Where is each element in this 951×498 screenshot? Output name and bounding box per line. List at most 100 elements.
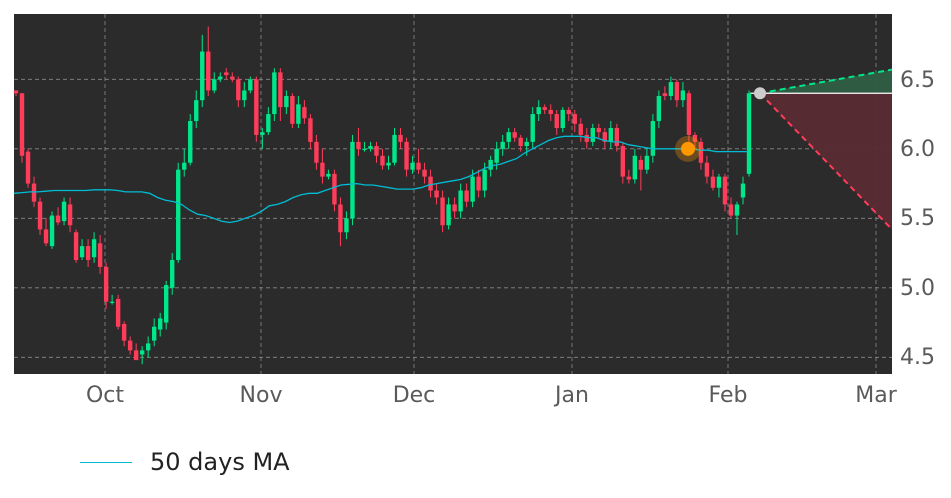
x-tick-label: Nov: [240, 383, 283, 408]
candle-body: [164, 285, 169, 323]
price-projection: [750, 68, 893, 231]
candle-body: [692, 134, 698, 142]
candle-body: [350, 141, 355, 219]
y-tick-label: 4.5: [900, 345, 935, 370]
candle-body: [524, 141, 529, 147]
candle-body: [632, 155, 638, 180]
ma-line: [13, 135, 748, 224]
chart-legend: 50 days MA: [80, 448, 290, 476]
candle-body: [464, 190, 469, 202]
x-tick-label: Mar: [855, 383, 897, 408]
y-axis-ticks: 4.5 5.0 5.5 6.0 6.5: [900, 68, 935, 370]
candle-body: [49, 215, 55, 247]
candle-body: [284, 96, 289, 108]
last-price-dot: [754, 87, 766, 100]
candle-body: [704, 162, 710, 177]
candle-body: [398, 134, 403, 142]
candle-body: [716, 176, 722, 188]
candle-body: [212, 79, 217, 91]
candle-body: [620, 146, 626, 177]
candle-body: [578, 123, 583, 135]
candle-body: [488, 159, 493, 170]
x-axis-ticks: Oct Nov Dec Jan Feb Mar: [86, 383, 898, 408]
candle-body: [680, 90, 686, 101]
candle-body: [668, 82, 674, 97]
candle-body: [308, 118, 313, 142]
candle-body: [506, 132, 511, 142]
candle-body: [404, 141, 409, 170]
candle-body: [602, 132, 608, 142]
candle-body: [85, 246, 91, 261]
candle-body: [584, 134, 589, 142]
candle-body: [332, 173, 337, 205]
candle-body: [656, 96, 662, 122]
candle-body: [145, 343, 151, 351]
candle-body: [194, 100, 199, 122]
candle-body: [19, 93, 25, 156]
candle-body: [224, 72, 229, 76]
candle-body: [494, 148, 499, 163]
candle-body: [176, 169, 181, 261]
candle-body: [614, 127, 620, 147]
candle-body: [248, 79, 253, 91]
candle-body: [362, 148, 367, 151]
candle-body: [43, 229, 49, 244]
candle-body: [13, 90, 19, 94]
candle-body: [127, 340, 133, 351]
candle-body: [476, 176, 481, 191]
candle-body: [278, 72, 283, 108]
projection-up-line: [759, 68, 893, 95]
candle-body: [428, 176, 433, 191]
candle-body: [73, 232, 79, 261]
candle-body: [458, 190, 463, 212]
candle-body: [596, 127, 601, 133]
candle-body: [151, 326, 157, 341]
candle-body: [686, 93, 692, 135]
candle-body: [626, 176, 632, 180]
candle-body: [650, 121, 656, 156]
legend-ma-swatch: [80, 461, 132, 463]
candle-body: [722, 176, 728, 205]
candle-body: [518, 137, 523, 147]
price-chart: Oct Nov Dec Jan Feb Mar 4.5 5.0 5.5 6.0 …: [13, 14, 935, 408]
candle-body: [242, 90, 247, 101]
candle-body: [434, 190, 439, 198]
candle-body: [416, 162, 421, 170]
candle-body: [97, 243, 103, 267]
candle-body: [698, 141, 704, 163]
candle-body: [296, 104, 301, 124]
candle-body: [560, 109, 565, 128]
candle-body: [710, 176, 716, 188]
candle-body: [644, 155, 650, 170]
x-tick-label: Oct: [86, 383, 124, 408]
x-tick-label: Jan: [553, 383, 589, 408]
candle-body: [326, 173, 331, 177]
candle-body: [302, 107, 307, 119]
candle-body: [121, 323, 127, 341]
signal-marker: [681, 141, 695, 156]
candle-body: [272, 72, 277, 115]
candle-body: [740, 183, 746, 198]
candlesticks: [13, 26, 752, 365]
candle-body: [109, 301, 115, 303]
projection-down-line: [759, 92, 893, 231]
y-tick-label: 6.5: [900, 68, 935, 93]
candle-body: [674, 82, 680, 101]
candle-body: [452, 204, 457, 212]
candle-body: [170, 260, 175, 288]
markers: [675, 87, 766, 162]
candle-body: [182, 162, 187, 170]
candle-body: [662, 93, 668, 97]
candle-body: [320, 162, 325, 177]
grid-lines: [14, 14, 892, 374]
y-tick-label: 5.5: [900, 206, 935, 231]
candle-body: [139, 350, 145, 355]
candle-body: [542, 107, 547, 110]
candle-body: [266, 114, 271, 133]
candle-body: [530, 114, 535, 142]
candle-body: [440, 197, 445, 226]
candle-body: [218, 76, 223, 80]
x-tick-label: Dec: [393, 383, 436, 408]
candle-body: [55, 215, 61, 223]
plot-background: [14, 14, 892, 374]
